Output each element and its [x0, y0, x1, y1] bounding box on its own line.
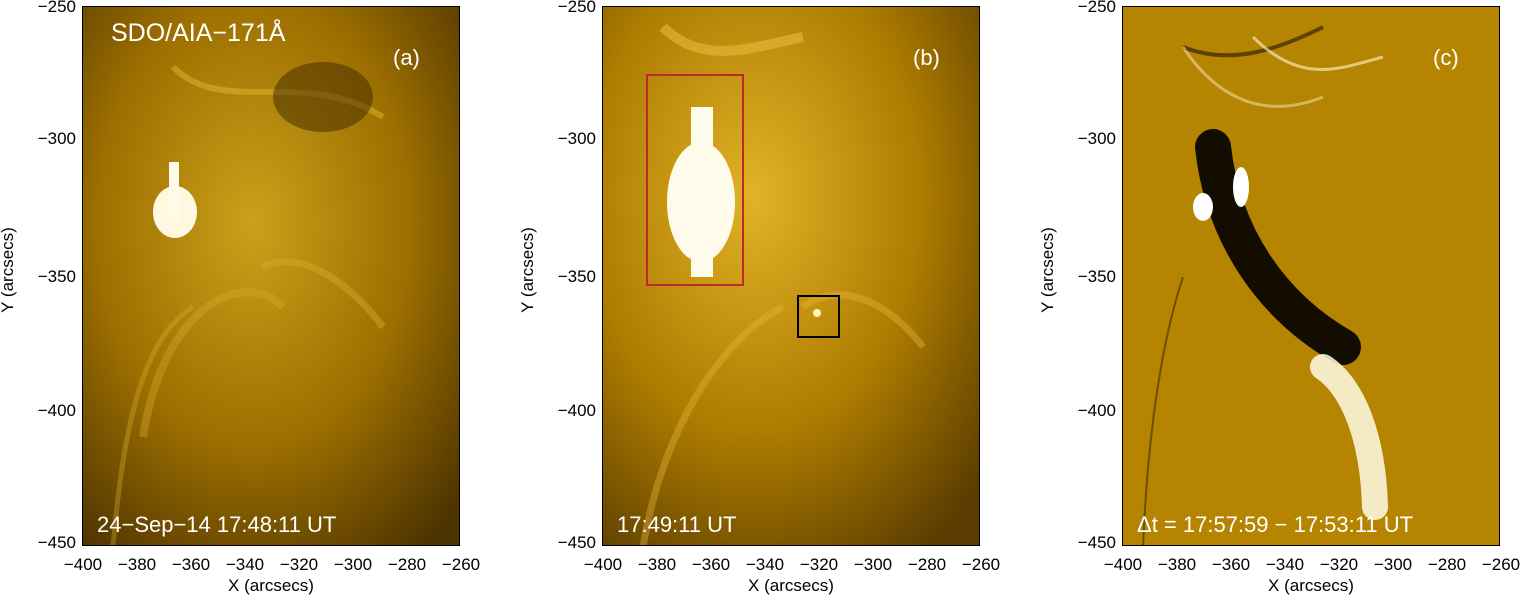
xtick-c-7: −260 [1481, 555, 1521, 574]
xlabel-a: X (arcsecs) [228, 576, 314, 595]
ytick-a-1: −300 [37, 129, 76, 148]
red-box-region [646, 74, 744, 286]
black-box-region [797, 295, 840, 338]
xtick-b-2: −360 [691, 555, 731, 574]
xtick-c-5: −300 [1373, 555, 1413, 574]
timestamp-c: Δt = 17:57:59 − 17:53:11 UT [1137, 512, 1414, 537]
ytick-c-0: −250 [1077, 0, 1116, 16]
xtick-b-0: −400 [583, 555, 623, 574]
ytick-b-0: −250 [557, 0, 596, 16]
ylabel-c: Y (arcsecs) [1038, 227, 1057, 313]
xtick-c-6: −280 [1427, 555, 1467, 574]
ylabel-a: Y (arcsecs) [0, 227, 17, 313]
xtick-a-2: −360 [171, 555, 211, 574]
xtick-b-4: −320 [799, 555, 839, 574]
ytick-c-3: −400 [1077, 401, 1116, 420]
timestamp-a: 24−Sep−14 17:48:11 UT [97, 512, 337, 537]
ytick-c-1: −300 [1077, 129, 1116, 148]
ytick-b-3: −400 [557, 401, 596, 420]
solar-image-a [83, 7, 459, 545]
xtick-a-5: −300 [333, 555, 373, 574]
panel-letter-c: (c) [1433, 45, 1459, 70]
instrument-label: SDO/AIA−171Å [111, 19, 286, 47]
ytick-a-2: −350 [37, 267, 76, 286]
ytick-b-2: −350 [557, 267, 596, 286]
xtick-b-3: −340 [745, 555, 785, 574]
ytick-c-2: −350 [1077, 267, 1116, 286]
bright-post-flare-loops [1310, 354, 1388, 520]
xtick-b-6: −280 [907, 555, 947, 574]
ytick-b-1: −300 [557, 129, 596, 148]
xtick-a-7: −260 [441, 555, 481, 574]
timestamp-b: 17:49:11 UT [617, 512, 737, 537]
panel-a: SDO/AIA−171Å (a) 24−Sep−14 17:48:11 UT −… [0, 0, 520, 600]
xtick-b-5: −300 [853, 555, 893, 574]
xtick-c-1: −380 [1157, 555, 1197, 574]
dark-dimming-region [1195, 129, 1361, 365]
panel-letter-a: (a) [393, 45, 420, 70]
ytick-a-3: −400 [37, 401, 76, 420]
ytick-a-0: −250 [37, 0, 76, 16]
image-panel-b: (b) 17:49:11 UT [602, 6, 980, 546]
solar-image-b [603, 7, 979, 545]
xtick-b-7: −260 [961, 555, 1001, 574]
solar-difference-image-c [1123, 7, 1499, 545]
xtick-a-3: −340 [225, 555, 265, 574]
xtick-b-1: −380 [637, 555, 677, 574]
ytick-c-4: −450 [1077, 533, 1116, 552]
ytick-b-4: −450 [557, 533, 596, 552]
xtick-c-2: −360 [1211, 555, 1251, 574]
xlabel-c: X (arcsecs) [1268, 576, 1354, 595]
xtick-c-4: −320 [1319, 555, 1359, 574]
xtick-a-0: −400 [63, 555, 103, 574]
panel-c: (c) Δt = 17:57:59 − 17:53:11 UT −250 −30… [1038, 0, 1528, 600]
xtick-a-1: −380 [117, 555, 157, 574]
xlabel-b: X (arcsecs) [748, 576, 834, 595]
panel-letter-b: (b) [913, 45, 940, 70]
xtick-c-3: −340 [1265, 555, 1305, 574]
image-panel-a: SDO/AIA−171Å (a) 24−Sep−14 17:48:11 UT [82, 6, 460, 546]
xtick-a-6: −280 [387, 555, 427, 574]
xtick-c-0: −400 [1103, 555, 1143, 574]
ytick-a-4: −450 [37, 533, 76, 552]
xtick-a-4: −320 [279, 555, 319, 574]
panel-b: (b) 17:49:11 UT −250 −300 −350 −400 −450… [518, 0, 1040, 600]
ylabel-b: Y (arcsecs) [518, 227, 537, 313]
image-panel-c: (c) Δt = 17:57:59 − 17:53:11 UT [1122, 6, 1500, 546]
